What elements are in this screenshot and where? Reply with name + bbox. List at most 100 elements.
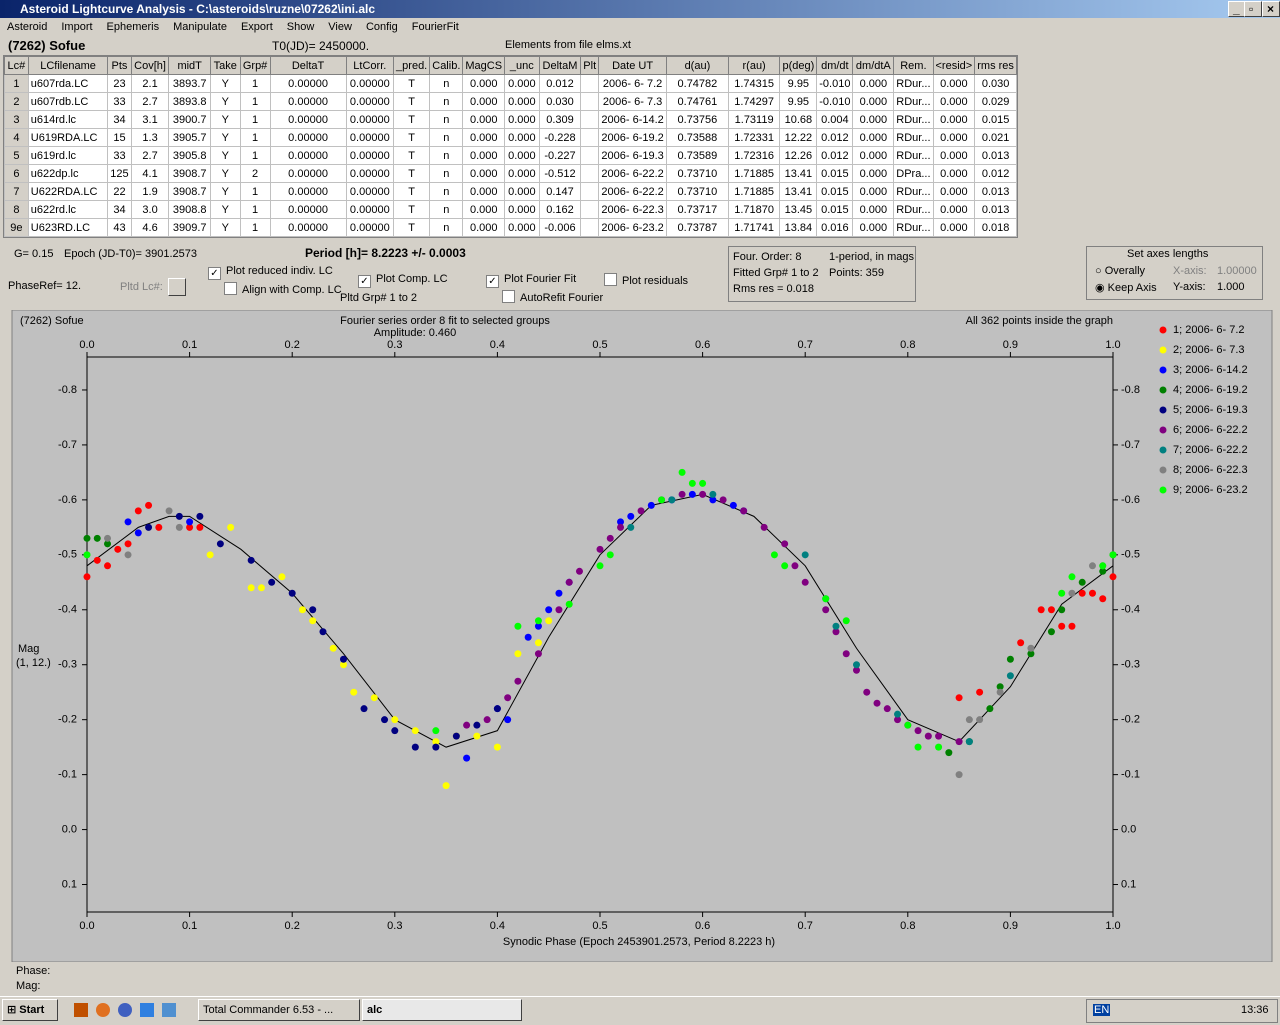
menu-item[interactable]: View [328,21,352,33]
cell: n [429,110,464,129]
chart-subtitle: Amplitude: 0.460 [374,327,457,339]
x-axis-value[interactable]: 1.00000 [1217,265,1257,277]
menu-item[interactable]: Show [286,21,315,33]
menu-item[interactable]: Ephemeris [106,21,160,33]
column-header[interactable]: _pred. [393,56,431,75]
cell: 0.147 [538,182,582,201]
menu-item[interactable]: Import [61,21,93,33]
column-header[interactable]: DeltaM [538,56,582,75]
cell: 1.73119 [727,110,781,129]
data-point [391,727,399,735]
cell: u622rd.lc [27,200,109,219]
axes-box: Set axes lengths ○ Overally ◉ Keep Axis … [1086,246,1263,300]
column-header[interactable]: Plt [580,56,600,75]
cell: Y [209,74,241,93]
checkbox[interactable]: ✓ Plot reduced indiv. LC [208,265,333,280]
column-header[interactable]: DeltaT [269,56,347,75]
column-header[interactable]: dm/dt [816,56,854,75]
cell: 3908.7 [168,164,211,183]
data-point [370,694,378,702]
y-tick-label-right: -0.1 [1121,769,1140,781]
y-axis-value[interactable]: 1.000 [1217,281,1245,293]
cell: T [393,110,431,129]
cell: 13.41 [779,164,818,183]
info: Rms res = 0.018 [733,283,815,295]
info: Four. Order: 8 [733,251,802,263]
task-button[interactable]: Total Commander 6.53 - ... [198,999,360,1021]
quick-launch[interactable] [96,1003,110,1017]
column-header[interactable]: dm/dtA [852,56,895,75]
cell: u619rd.lc [27,146,109,165]
column-header[interactable]: Take [209,56,241,75]
column-header[interactable]: midT [168,56,211,75]
quick-launch[interactable] [118,1003,132,1017]
cell: 3.0 [130,200,170,219]
column-header[interactable]: Rem. [893,56,934,75]
cell: 2.7 [130,146,170,165]
column-header[interactable]: d(au) [666,56,729,75]
quick-launch[interactable] [162,1003,176,1017]
column-header[interactable]: <resid> [932,56,976,75]
checkbox[interactable]: Plot residuals [604,273,688,287]
column-header[interactable]: Grp# [239,56,271,75]
column-header[interactable]: LCfilename [27,56,109,75]
legend-label: 4; 2006- 6-19.2 [1173,384,1248,396]
menu-item[interactable]: Config [365,21,398,33]
radio[interactable]: ◉ Keep Axis [1095,282,1157,294]
quick-launch[interactable] [74,1003,88,1017]
data-point [822,595,830,603]
cell: 2006- 6-19.2 [598,128,668,147]
checkbox[interactable]: AutoRefit Fourier [502,290,603,304]
close[interactable]: × [1262,1,1280,17]
checkbox[interactable]: ✓ Plot Comp. LC [358,273,448,288]
column-header[interactable]: MagCS [462,56,506,75]
radio[interactable]: ○ Overally [1095,265,1146,277]
menu-item[interactable]: Asteroid [7,21,48,33]
checkbox[interactable]: Align with Comp. LC [224,282,342,296]
cell: 3900.7 [168,110,211,129]
data-point [1099,595,1107,603]
lang[interactable]: EN [1093,1004,1111,1016]
data-point [1027,650,1035,658]
menu-item[interactable]: FourierFit [411,21,459,33]
column-header[interactable]: Date UT [598,56,668,75]
object-name: (7262) Sofue [8,38,86,53]
y-tick-label-right: -0.8 [1121,384,1140,396]
column-header[interactable]: Calib. [429,56,464,75]
data-point [760,523,768,531]
quick-launch[interactable] [140,1003,154,1017]
menu-item[interactable]: Export [240,21,273,33]
data-point [1078,589,1086,597]
task-button[interactable]: alc [362,999,522,1021]
column-header[interactable]: rms res [974,56,1017,75]
column-header[interactable]: r(au) [727,56,781,75]
data-point [247,584,255,592]
spin[interactable] [168,278,186,296]
cell: RDur... [893,74,934,93]
column-header[interactable]: LtCorr. [345,56,395,75]
column-header[interactable]: p(deg) [779,56,818,75]
cell: -0.228 [538,128,582,147]
data-point [124,540,132,548]
column-header[interactable]: Lc# [4,56,29,75]
checkbox[interactable]: ✓ Plot Fourier Fit [486,273,576,288]
menu-item[interactable]: Manipulate [173,21,227,33]
data-point [935,732,943,740]
maximize[interactable]: ▫ [1244,1,1262,17]
data-point [853,666,860,674]
cell: 2006- 6-22.2 [598,182,668,201]
column-header[interactable]: Cov[h] [130,56,170,75]
lightcurve-table[interactable]: Lc# LCfilename Pts Cov[h] midT Take Grp# DeltaT… [3,55,1018,238]
column-header[interactable]: Pts [107,56,132,75]
start-button[interactable]: ⊞ Start [2,999,58,1021]
column-header[interactable]: _unc [504,56,540,75]
